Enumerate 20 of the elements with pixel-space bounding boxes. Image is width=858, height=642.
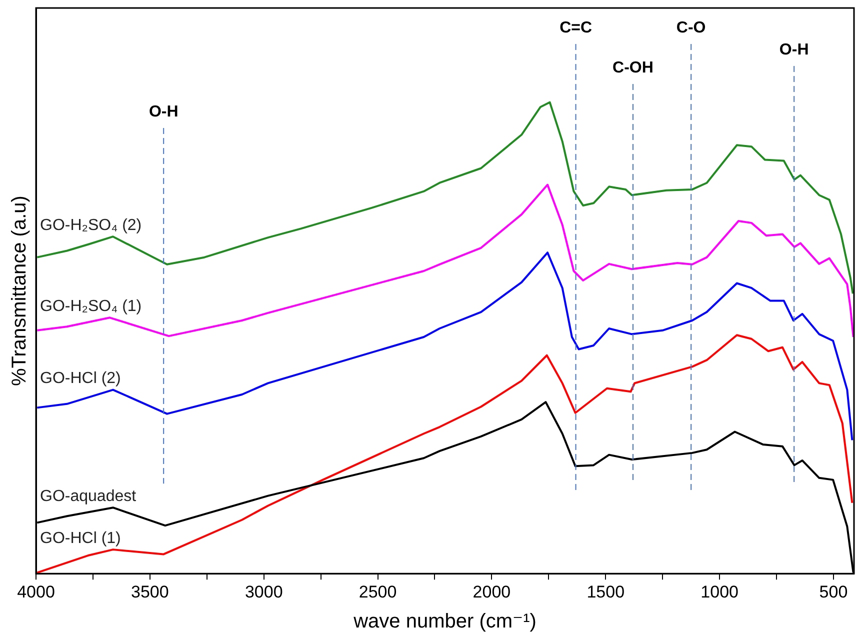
series-label: GO-HCl (2) (40, 370, 121, 388)
x-tick-label: 4000 (17, 582, 55, 602)
ref-line-label: C-OH (612, 59, 654, 76)
x-tick-label: 3000 (244, 582, 283, 602)
ref-line-label: C-O (676, 19, 706, 36)
series-label: GO-H₂SO₄ (1) (40, 298, 142, 316)
x-tick-label: 1000 (700, 582, 738, 602)
x-tick-label: 2000 (472, 582, 511, 602)
x-tick-label: 1500 (586, 582, 625, 602)
series-label: GO-aquadest (40, 488, 137, 506)
x-tick-label: 2500 (358, 582, 397, 602)
y-axis-title: %Transmittance (a.u) (8, 196, 31, 386)
x-tick-label: 3500 (131, 582, 169, 602)
ref-line-label: O-H (779, 41, 809, 58)
x-axis-title: wave number (cm⁻¹) (352, 610, 536, 633)
series-label: GO-HCl (1) (40, 530, 121, 547)
ref-line-label: C=C (560, 19, 592, 36)
series-label: GO-H₂SO₄ (2) (40, 217, 142, 234)
x-tick-label: 500 (819, 582, 848, 602)
ref-line-label: O-H (148, 103, 178, 120)
